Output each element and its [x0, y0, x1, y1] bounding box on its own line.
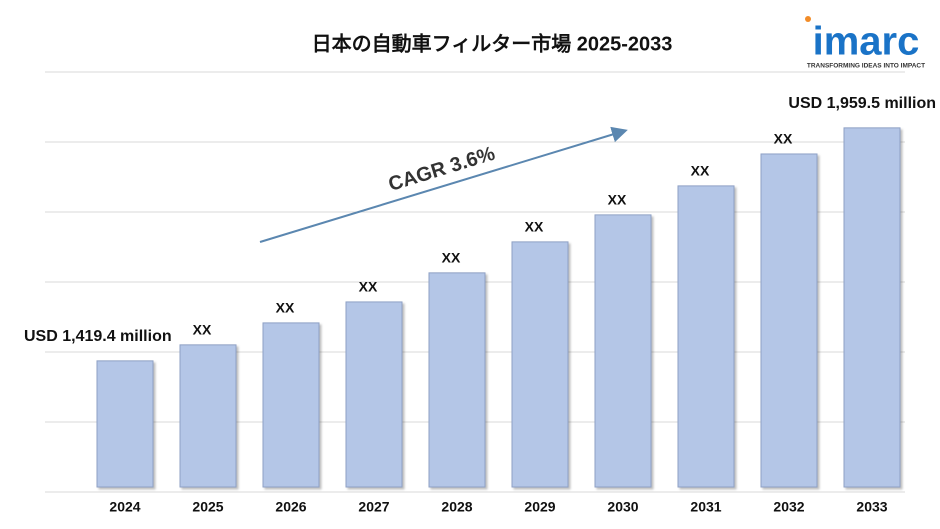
data-label: XX: [525, 219, 544, 235]
data-label: USD 1,959.5 million: [788, 95, 936, 112]
logo-tagline: TRANSFORMING IDEAS INTO IMPACT: [807, 63, 925, 70]
x-tick-label: 2026: [275, 499, 306, 515]
bar: [511, 241, 569, 488]
data-label: XX: [608, 192, 627, 208]
data-label: XX: [276, 300, 295, 316]
bar: [594, 214, 652, 488]
bar: [760, 153, 818, 488]
logo-name: imarc: [813, 20, 920, 64]
data-label: XX: [359, 279, 378, 295]
data-label: XX: [774, 131, 793, 147]
cagr-label: CAGR 3.6%: [386, 143, 498, 196]
x-tick-label: 2032: [773, 499, 804, 515]
data-label: XX: [442, 250, 461, 266]
cagr-arrow: [259, 126, 628, 243]
x-tick-label: 2031: [690, 499, 721, 515]
logo-dot: [805, 16, 811, 22]
x-tick-label: 2033: [856, 499, 887, 515]
bar: [843, 127, 901, 488]
bar: [179, 344, 237, 488]
data-label: XX: [691, 163, 710, 179]
x-tick-label: 2025: [192, 499, 223, 515]
bar: [262, 322, 320, 488]
x-tick-label: 2029: [524, 499, 555, 515]
chart-title: 日本の自動車フィルター市場 2025-2033: [312, 31, 673, 55]
bar: [96, 360, 154, 488]
bar: [428, 272, 486, 488]
data-label: USD 1,419.4 million: [24, 328, 172, 345]
x-tick-label: 2030: [607, 499, 638, 515]
bar: [677, 185, 735, 488]
x-tick-label: 2028: [441, 499, 472, 515]
bar: [345, 301, 403, 488]
x-tick-label: 2024: [109, 499, 140, 515]
x-tick-label: 2027: [358, 499, 389, 515]
data-label: XX: [193, 322, 212, 338]
